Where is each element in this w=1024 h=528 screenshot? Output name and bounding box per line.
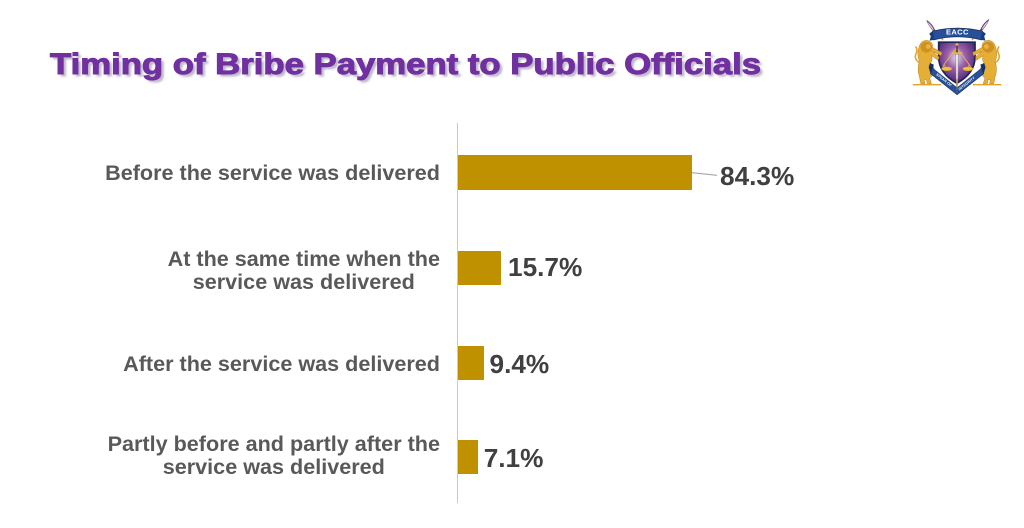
svg-text:EACC: EACC [946,28,969,37]
